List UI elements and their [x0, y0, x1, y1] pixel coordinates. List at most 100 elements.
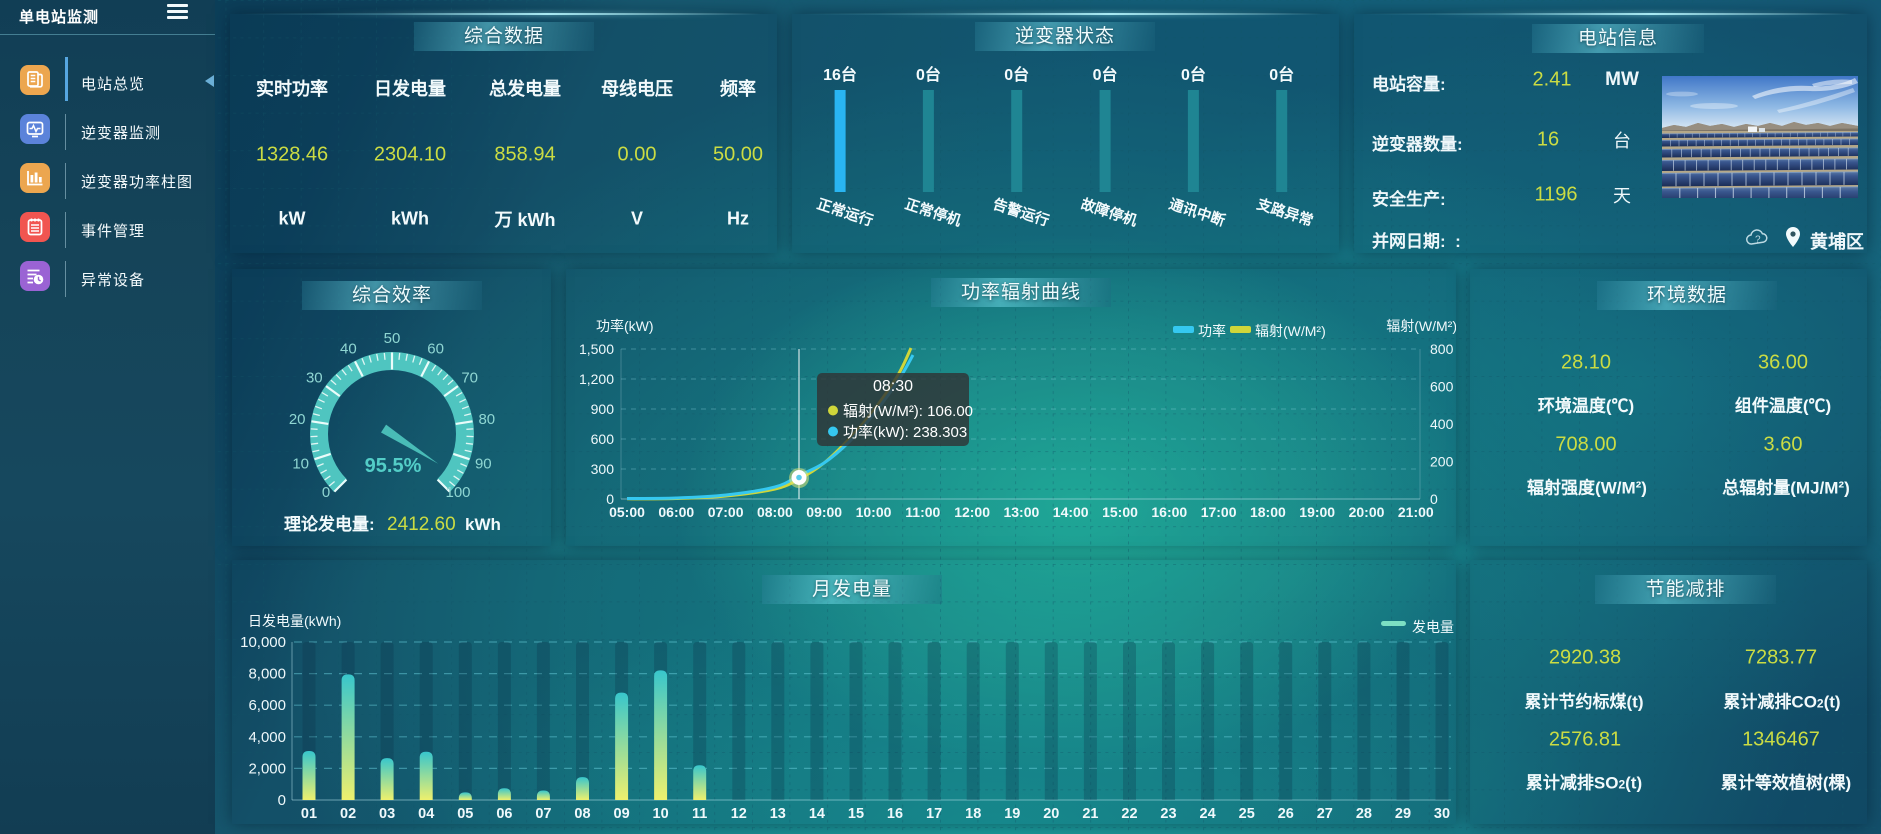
svg-text:07: 07 [535, 806, 551, 822]
svg-text:15:00: 15:00 [1102, 504, 1138, 520]
svg-text:03: 03 [379, 806, 395, 822]
svg-text:19:00: 19:00 [1299, 504, 1335, 520]
svg-text:80: 80 [478, 411, 495, 428]
svg-text:08: 08 [574, 806, 590, 822]
svg-text:14: 14 [809, 806, 825, 822]
svg-text:30: 30 [1434, 806, 1450, 822]
svg-text:27: 27 [1317, 806, 1333, 822]
svg-text:20: 20 [1043, 806, 1059, 822]
svg-text:900: 900 [591, 401, 615, 417]
svg-text:17:00: 17:00 [1201, 504, 1237, 520]
svg-text:正常运行: 正常运行 [815, 195, 876, 230]
svg-text:16台: 16台 [823, 65, 857, 84]
svg-text:60: 60 [427, 341, 444, 358]
svg-text:20:00: 20:00 [1349, 504, 1385, 520]
svg-text:18:00: 18:00 [1250, 504, 1286, 520]
svg-text:支路异常: 支路异常 [1255, 195, 1316, 230]
svg-text:10,000: 10,000 [240, 634, 286, 651]
svg-text:300: 300 [591, 461, 615, 477]
svg-text:1,200: 1,200 [579, 371, 614, 387]
svg-text:04: 04 [418, 806, 434, 822]
svg-text:40: 40 [340, 341, 357, 358]
svg-text:15: 15 [848, 806, 864, 822]
svg-text:12:00: 12:00 [954, 504, 990, 520]
svg-text:21: 21 [1082, 806, 1098, 822]
svg-text:辐射(W/M²): 辐射(W/M²) [1386, 318, 1456, 334]
svg-text:24: 24 [1200, 806, 1216, 822]
svg-text:0: 0 [278, 792, 286, 809]
svg-text:0台: 0台 [1269, 65, 1294, 84]
svg-text:0: 0 [606, 491, 614, 507]
svg-text:11:00: 11:00 [905, 504, 940, 520]
svg-text:功率(kW): 功率(kW) [596, 318, 654, 334]
svg-text:01: 01 [301, 806, 317, 822]
svg-text:通讯中断: 通讯中断 [1167, 195, 1228, 230]
svg-text:2412.60: 2412.60 [387, 514, 456, 535]
svg-text:20: 20 [289, 411, 306, 428]
svg-text:2,000: 2,000 [248, 760, 286, 777]
svg-text:故障停机: 故障停机 [1079, 195, 1140, 230]
svg-text:09:00: 09:00 [806, 504, 842, 520]
svg-text:600: 600 [591, 431, 615, 447]
svg-text:21:00: 21:00 [1398, 504, 1434, 520]
svg-text:kWh: kWh [465, 515, 501, 534]
svg-text:12: 12 [731, 806, 747, 822]
svg-text:辐射(W/M²): 106.00: 辐射(W/M²): 106.00 [843, 403, 973, 420]
svg-text:25: 25 [1239, 806, 1255, 822]
svg-text:功率: 功率 [1198, 323, 1226, 339]
svg-text:05:00: 05:00 [609, 504, 645, 520]
svg-text:200: 200 [1430, 454, 1454, 470]
svg-text:08:00: 08:00 [757, 504, 793, 520]
svg-text:16:00: 16:00 [1151, 504, 1187, 520]
svg-text:16: 16 [887, 806, 903, 822]
svg-text:告警运行: 告警运行 [991, 195, 1052, 230]
svg-text:05: 05 [457, 806, 473, 822]
svg-text:4,000: 4,000 [248, 729, 286, 746]
svg-text:95.5%: 95.5% [365, 455, 422, 477]
svg-text:08:30: 08:30 [873, 378, 913, 395]
svg-text:02: 02 [340, 806, 356, 822]
svg-text:90: 90 [475, 456, 492, 473]
svg-text:100: 100 [445, 484, 470, 501]
svg-text:400: 400 [1430, 416, 1454, 432]
svg-text:8,000: 8,000 [248, 666, 286, 683]
svg-text:19: 19 [1004, 806, 1020, 822]
svg-text:17: 17 [926, 806, 942, 822]
svg-text:11: 11 [692, 806, 707, 822]
svg-text:07:00: 07:00 [708, 504, 744, 520]
svg-text:0: 0 [1430, 491, 1438, 507]
svg-text:18: 18 [965, 806, 981, 822]
svg-text:0: 0 [322, 484, 330, 501]
svg-text:06:00: 06:00 [658, 504, 694, 520]
svg-text:10: 10 [292, 456, 309, 473]
svg-text:09: 09 [614, 806, 630, 822]
svg-text:发电量: 发电量 [1412, 619, 1454, 635]
svg-text:70: 70 [461, 370, 478, 387]
svg-text:辐射(W/M²): 辐射(W/M²) [1255, 323, 1326, 339]
svg-text:0台: 0台 [916, 65, 941, 84]
svg-text:26: 26 [1278, 806, 1294, 822]
svg-text:10:00: 10:00 [856, 504, 892, 520]
svg-text:0台: 0台 [1004, 65, 1029, 84]
svg-text:6,000: 6,000 [248, 697, 286, 714]
svg-text:?: ? [1755, 235, 1761, 246]
svg-text:29: 29 [1395, 806, 1411, 822]
svg-text:28: 28 [1356, 806, 1372, 822]
svg-text:1,500: 1,500 [579, 341, 614, 357]
svg-text:30: 30 [306, 370, 323, 387]
svg-text:日发电量(kWh): 日发电量(kWh) [248, 613, 341, 629]
svg-text:13: 13 [770, 806, 786, 822]
svg-text:50: 50 [384, 330, 401, 347]
svg-text:0台: 0台 [1181, 65, 1206, 84]
svg-text:10: 10 [653, 806, 669, 822]
svg-text:14:00: 14:00 [1053, 504, 1089, 520]
svg-text:功率(kW): 238.303: 功率(kW): 238.303 [843, 424, 967, 441]
svg-text:正常停机: 正常停机 [903, 195, 964, 230]
svg-text:22: 22 [1121, 806, 1137, 822]
svg-text:600: 600 [1430, 379, 1454, 395]
svg-text:23: 23 [1160, 806, 1176, 822]
svg-text:06: 06 [496, 806, 512, 822]
svg-text:理论发电量:: 理论发电量: [284, 514, 375, 534]
svg-text:0台: 0台 [1093, 65, 1118, 84]
svg-text:13:00: 13:00 [1003, 504, 1039, 520]
